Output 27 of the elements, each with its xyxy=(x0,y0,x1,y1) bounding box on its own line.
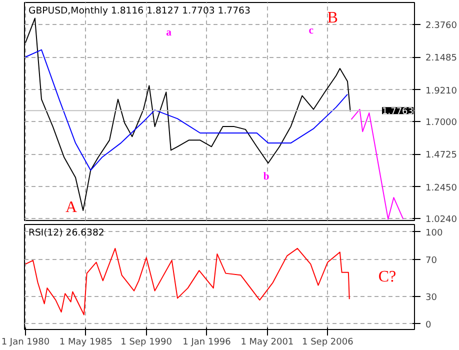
annotation: A xyxy=(66,198,78,216)
y-tick-label: 70 xyxy=(426,256,438,266)
x-tick-label: 1 Sep 2006 xyxy=(302,338,354,348)
annotation: c xyxy=(308,25,314,36)
y-tick-label: 2.1485 xyxy=(426,54,457,64)
y-tick-label: 1.9210 xyxy=(426,86,458,96)
chart-title: GBPUSD,Monthly 1.8116 1.8127 1.7703 1.7763 xyxy=(28,6,250,16)
y-tick-label: 0 xyxy=(426,320,432,330)
annotation: b xyxy=(263,171,270,182)
y-tick-label: 1.0240 xyxy=(426,214,458,225)
annotation: C? xyxy=(378,268,396,286)
y-tick-label: 1.7000 xyxy=(426,118,458,128)
x-tick-label: 1 Sep 1990 xyxy=(120,338,172,348)
y-tick-label: 1.2450 xyxy=(426,183,458,194)
x-tick-label: 1 Jan 1996 xyxy=(182,338,232,348)
x-tick-label: 1 Jan 1980 xyxy=(1,338,50,348)
chart-title: RSI(12) 26.6382 xyxy=(28,228,104,238)
y-tick-label: 2.3760 xyxy=(426,21,458,32)
y-tick-label: 100 xyxy=(426,228,443,238)
annotation: a xyxy=(166,28,172,39)
annotation: B xyxy=(327,9,338,26)
y-tick-label: 30 xyxy=(426,292,438,303)
x-tick-label: 1 May 1985 xyxy=(59,338,112,348)
y-tick-label: 1.4725 xyxy=(426,150,457,161)
line-series xyxy=(24,248,350,316)
x-tick-label: 1 May 2001 xyxy=(240,338,294,348)
line-series xyxy=(24,49,348,171)
